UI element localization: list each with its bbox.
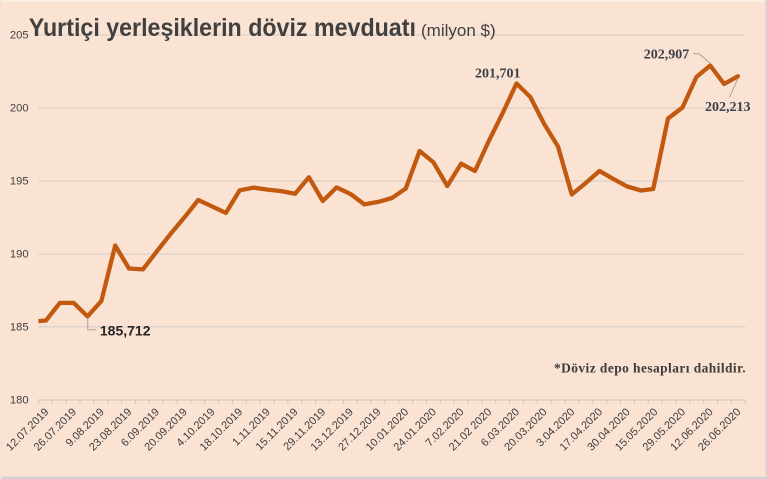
svg-text:185,712: 185,712 [100, 323, 151, 339]
svg-text:180: 180 [10, 395, 29, 407]
svg-text:*Döviz depo hesapları dahildir: *Döviz depo hesapları dahildir. [554, 361, 746, 376]
svg-text:201,701: 201,701 [475, 66, 521, 81]
svg-text:195: 195 [10, 176, 29, 188]
svg-text:200: 200 [10, 103, 29, 115]
svg-text:185: 185 [10, 322, 29, 334]
svg-text:(milyon $): (milyon $) [421, 21, 496, 40]
svg-text:190: 190 [10, 249, 29, 261]
svg-text:202,907: 202,907 [644, 47, 690, 62]
svg-text:Yurtiçi yerleşiklerin döviz me: Yurtiçi yerleşiklerin döviz mevduatı [29, 14, 416, 42]
svg-text:205: 205 [10, 30, 29, 42]
svg-text:202,213: 202,213 [705, 100, 751, 115]
